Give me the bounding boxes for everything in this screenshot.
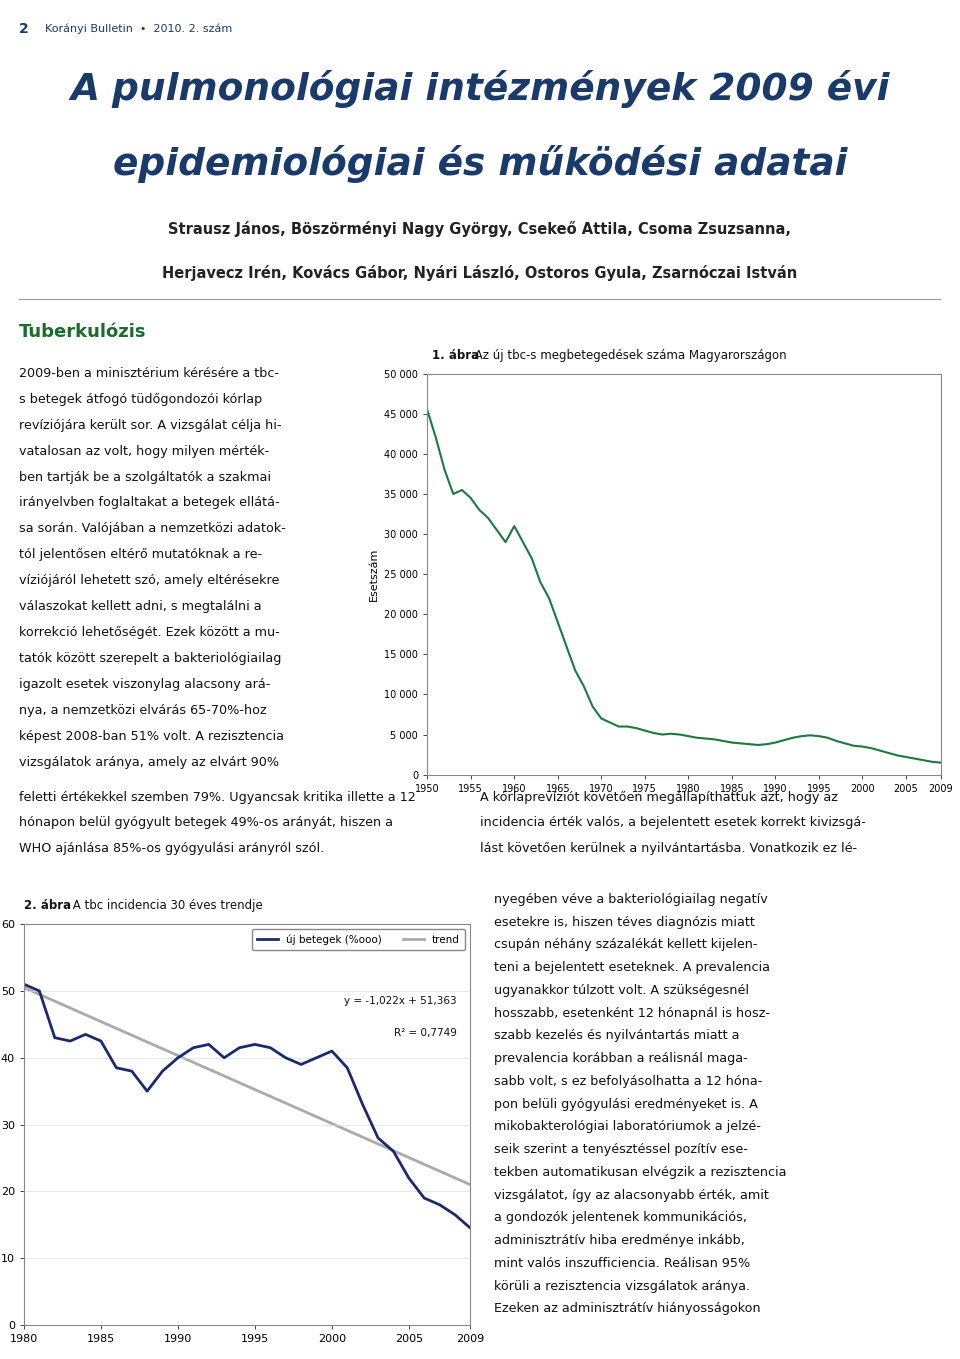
Text: Strausz János, Böszörményi Nagy György, Csekeő Attila, Csoma Zsuzsanna,: Strausz János, Böszörményi Nagy György, … <box>169 220 791 236</box>
Text: adminisztrátív hiba eredménye inkább,: adminisztrátív hiba eredménye inkább, <box>494 1234 745 1248</box>
Text: hosszabb, esetenként 12 hónapnál is hosz-: hosszabb, esetenként 12 hónapnál is hosz… <box>494 1007 771 1019</box>
Text: esetekre is, hiszen téves diagnózis miatt: esetekre is, hiszen téves diagnózis miat… <box>494 916 756 928</box>
Text: Tuberkulózis: Tuberkulózis <box>19 323 147 341</box>
Text: vizsgálatok aránya, amely az elvárt 90%: vizsgálatok aránya, amely az elvárt 90% <box>19 756 279 769</box>
Text: válaszokat kellett adni, s megtalálni a: válaszokat kellett adni, s megtalálni a <box>19 601 262 613</box>
Text: mint valós inszufficiencia. Reálisan 95%: mint valós inszufficiencia. Reálisan 95% <box>494 1257 751 1269</box>
Text: csupán néhány százalékát kellett kijelen-: csupán néhány százalékát kellett kijelen… <box>494 938 757 951</box>
Text: 2. ábra: 2. ábra <box>24 900 71 912</box>
Text: nyegében véve a bakteriológiailag negatív: nyegében véve a bakteriológiailag negatí… <box>494 893 768 906</box>
Text: teni a bejelentett eseteknek. A prevalencia: teni a bejelentett eseteknek. A prevalen… <box>494 961 771 974</box>
Text: 2: 2 <box>19 22 29 35</box>
Text: prevalencia korábban a reálisnál maga-: prevalencia korábban a reálisnál maga- <box>494 1052 748 1065</box>
Text: Korányi Bulletin  •  2010. 2. szám: Korányi Bulletin • 2010. 2. szám <box>45 23 232 34</box>
Text: revíziójára került sor. A vizsgálat célja hi-: revíziójára került sor. A vizsgálat célj… <box>19 419 281 432</box>
Text: A kórlaprevíziót követően megállapíthattuk azt, hogy az: A kórlaprevíziót követően megállapíthatt… <box>480 791 838 805</box>
Text: vatalosan az volt, hogy milyen mérték-: vatalosan az volt, hogy milyen mérték- <box>19 444 270 458</box>
Text: a gondozók jelentenek kommunikációs,: a gondozók jelentenek kommunikációs, <box>494 1211 748 1224</box>
Text: vizsgálatot, így az alacsonyabb érték, amit: vizsgálatot, így az alacsonyabb érték, a… <box>494 1189 769 1201</box>
Text: hónapon belül gyógyult betegek 49%-os arányát, hiszen a: hónapon belül gyógyult betegek 49%-os ar… <box>19 817 394 829</box>
Text: tól jelentősen eltérő mutatóknak a re-: tól jelentősen eltérő mutatóknak a re- <box>19 548 262 561</box>
Text: Az új tbc-s megbetegedések száma Magyarországon: Az új tbc-s megbetegedések száma Magyaro… <box>470 349 786 361</box>
Text: lást követően kerülnek a nyilvántartásba. Vonatkozik ez lé-: lást követően kerülnek a nyilvántartásba… <box>480 841 857 855</box>
Text: sabb volt, s ez befolyásolhatta a 12 hóna-: sabb volt, s ez befolyásolhatta a 12 hón… <box>494 1075 763 1087</box>
Text: WHO ajánlása 85%-os gyógyulási arányról szól.: WHO ajánlása 85%-os gyógyulási arányról … <box>19 841 324 855</box>
Text: ugyanakkor túlzott volt. A szükségesnél: ugyanakkor túlzott volt. A szükségesnél <box>494 984 750 998</box>
Text: Ezeken az adminisztrátív hiányosságokon: Ezeken az adminisztrátív hiányosságokon <box>494 1302 761 1316</box>
Text: körüli a rezisztencia vizsgálatok aránya.: körüli a rezisztencia vizsgálatok aránya… <box>494 1280 751 1292</box>
Legend: új betegek (%ooo), trend: új betegek (%ooo), trend <box>252 930 466 950</box>
Text: nya, a nemzetközi elvárás 65-70%-hoz: nya, a nemzetközi elvárás 65-70%-hoz <box>19 704 267 716</box>
Text: feletti értékekkel szemben 79%. Ugyancsak kritika illette a 12: feletti értékekkel szemben 79%. Ugyancsa… <box>19 791 416 805</box>
Text: y = -1,022x + 51,363: y = -1,022x + 51,363 <box>345 996 457 1006</box>
Text: A tbc incidencia 30 éves trendje: A tbc incidencia 30 éves trendje <box>69 900 262 912</box>
Text: Herjavecz Irén, Kovács Gábor, Nyári László, Ostoros Gyula, Zsarnóczai István: Herjavecz Irén, Kovács Gábor, Nyári Lász… <box>162 265 798 281</box>
Text: seik szerint a tenyésztéssel pozítív ese-: seik szerint a tenyésztéssel pozítív ese… <box>494 1143 748 1157</box>
Text: tatók között szerepelt a bakteriológiailag: tatók között szerepelt a bakteriológiail… <box>19 652 281 665</box>
Text: tekben automatikusan elvégzik a rezisztencia: tekben automatikusan elvégzik a reziszte… <box>494 1166 787 1178</box>
Text: képest 2008-ban 51% volt. A rezisztencia: képest 2008-ban 51% volt. A rezisztencia <box>19 730 284 742</box>
Text: A pulmonológiai intézmények 2009 évi: A pulmonológiai intézmények 2009 évi <box>70 71 890 109</box>
Text: ben tartják be a szolgáltatók a szakmai: ben tartják be a szolgáltatók a szakmai <box>19 470 271 484</box>
Text: korrekció lehetőségét. Ezek között a mu-: korrekció lehetőségét. Ezek között a mu- <box>19 626 280 639</box>
Text: R² = 0,7749: R² = 0,7749 <box>395 1029 457 1038</box>
Y-axis label: Esetszám: Esetszám <box>369 548 378 601</box>
Text: víziójáról lehetett szó, amely eltérésekre: víziójáról lehetett szó, amely eltérések… <box>19 573 279 587</box>
Text: epidemiológiai és működési adatai: epidemiológiai és működési adatai <box>112 145 848 183</box>
Text: sa során. Valójában a nemzetközi adatok-: sa során. Valójában a nemzetközi adatok- <box>19 522 286 535</box>
Text: 1. ábra: 1. ábra <box>432 349 479 361</box>
Text: szabb kezelés és nyilvántartás miatt a: szabb kezelés és nyilvántartás miatt a <box>494 1029 740 1042</box>
Text: 2009-ben a minisztérium kérésére a tbc-: 2009-ben a minisztérium kérésére a tbc- <box>19 367 279 381</box>
Text: igazolt esetek viszonylag alacsony ará-: igazolt esetek viszonylag alacsony ará- <box>19 678 271 690</box>
Text: incidencia érték valós, a bejelentett esetek korrekt kivizsgá-: incidencia érték valós, a bejelentett es… <box>480 817 866 829</box>
Text: irányelvben foglaltakat a betegek ellátá-: irányelvben foglaltakat a betegek ellátá… <box>19 496 279 510</box>
Text: s betegek átfogó tüdőgondozói kórlap: s betegek átfogó tüdőgondozói kórlap <box>19 393 262 406</box>
Text: mikobakterológiai laboratóriumok a jelzé-: mikobakterológiai laboratóriumok a jelzé… <box>494 1120 761 1133</box>
Text: pon belüli gyógyulási eredményeket is. A: pon belüli gyógyulási eredményeket is. A <box>494 1098 758 1110</box>
